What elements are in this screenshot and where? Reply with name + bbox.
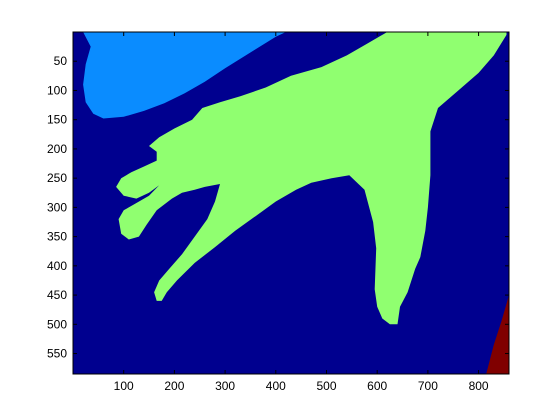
y-tick-label-450: 450 [47,288,67,302]
x-tick-label-200: 200 [164,379,184,393]
y-tick-label-550: 550 [47,347,67,361]
x-tick-label-100: 100 [114,379,134,393]
y-tick-label-100: 100 [47,83,67,97]
x-tick-label-800: 800 [469,379,489,393]
x-tick-label-300: 300 [215,379,235,393]
region-0 [83,32,286,119]
y-tick-label-150: 150 [47,113,67,127]
plot-frame [72,31,510,375]
regions-layer [83,32,509,374]
x-tick-label-600: 600 [367,379,387,393]
y-tick-label-350: 350 [47,230,67,244]
x-tick-label-700: 700 [418,379,438,393]
y-tick-label-400: 400 [47,259,67,273]
x-axis: 100 200 300 400 500 600 700 800 [114,32,489,393]
x-tick-label-500: 500 [316,379,336,393]
y-tick-label-200: 200 [47,142,67,156]
y-tick-label-500: 500 [47,317,67,331]
y-axis: 50 100 150 200 250 300 350 400 450 500 550 [47,54,509,361]
region-1 [116,32,507,325]
region-2 [486,295,509,374]
y-tick-label-50: 50 [54,54,68,68]
y-tick-label-250: 250 [47,171,67,185]
y-tick-label-300: 300 [47,200,67,214]
x-tick-label-400: 400 [266,379,286,393]
